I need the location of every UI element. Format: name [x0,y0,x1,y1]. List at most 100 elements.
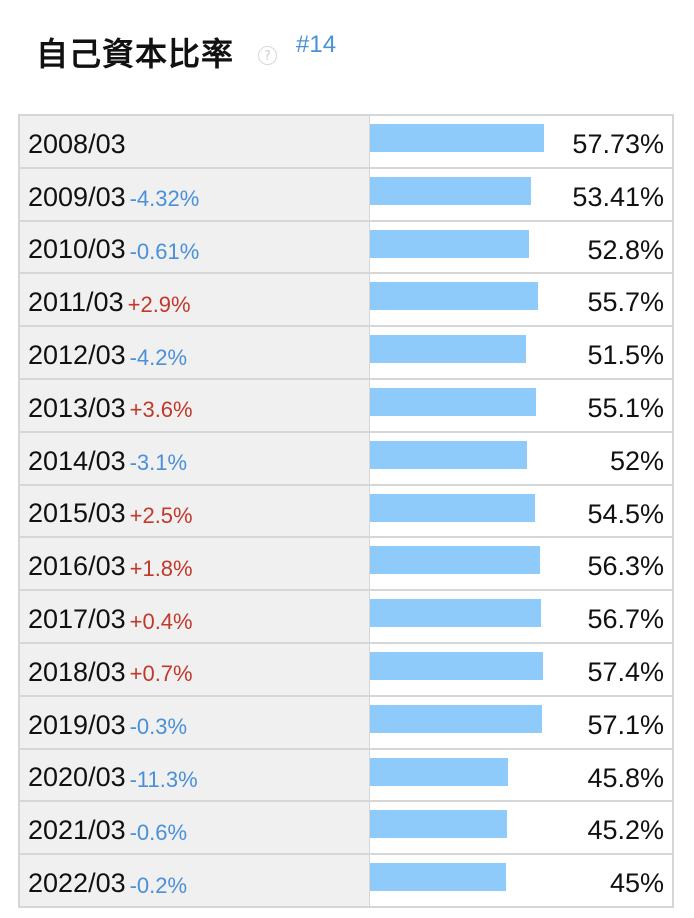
bar-cell: 45.2% [370,802,672,854]
bar-cell: 52% [370,432,672,484]
year-label: 2008/03 [28,128,126,159]
table-row: 2015/03 +2.5% 54.5% [20,485,672,539]
table-row: 2008/03 57.73% [20,116,672,169]
bar [370,282,539,311]
row-label: 2018/03 +0.7% [20,643,370,695]
row-label: 2011/03 +2.9% [20,274,370,326]
value-label: 54.5% [587,498,664,529]
bar-cell: 51.5% [370,327,672,378]
change-label: +1.8% [129,555,193,581]
page-title: 自己資本比率 [36,35,235,73]
bar-cell: 54.5% [370,485,672,537]
row-label: 2020/03 -11.3% [20,749,370,801]
value-label: 45% [609,868,664,899]
bar-cell: 56.7% [370,591,672,642]
change-label: -0.2% [129,872,188,898]
year-label: 2020/03 [28,762,126,793]
bar [370,757,509,786]
bar-cell: 57.4% [370,643,672,695]
value-label: 55.7% [587,287,664,318]
table-row: 2021/03 -0.6% 45.2% [20,802,672,856]
change-label: +2.5% [129,502,193,528]
change-label: -0.6% [129,819,188,845]
change-label: -4.32% [129,186,200,212]
row-label: 2017/03 +0.4% [20,591,370,642]
change-label: +2.9% [127,291,191,317]
table-row: 2022/03 -0.2% 45% [20,855,672,908]
bar-cell: 55.1% [370,379,672,431]
year-label: 2009/03 [28,181,126,212]
year-label: 2022/03 [28,868,126,899]
change-label: -0.61% [129,238,200,264]
bar-cell: 45.8% [370,749,672,801]
year-label: 2013/03 [28,392,126,423]
year-label: 2012/03 [28,340,126,371]
bar [370,863,506,892]
table-row: 2020/03 -11.3% 45.8% [20,749,672,803]
change-label: +0.7% [129,661,193,687]
value-label: 55.1% [587,392,664,423]
table-row: 2016/03 +1.8% 56.3% [20,538,672,592]
bar-cell: 55.7% [370,274,672,326]
table-row: 2017/03 +0.4% 56.7% [20,591,672,644]
value-label: 52.8% [587,234,664,265]
row-label: 2014/03 -3.1% [20,432,370,484]
value-label: 53.41% [572,181,664,212]
help-icon[interactable]: ? [258,46,277,65]
change-label: -4.2% [129,344,188,370]
bar-cell: 57.73% [370,116,672,167]
value-label: 57.4% [587,656,664,687]
bar-cell: 57.1% [370,696,672,748]
year-label: 2021/03 [28,815,126,846]
bar-cell: 45% [370,855,672,906]
table-row: 2012/03 -4.2% 51.5% [20,327,672,380]
bar [370,810,507,839]
table-row: 2014/03 -3.1% 52% [20,432,672,486]
year-label: 2018/03 [28,656,126,687]
value-label: 56.3% [587,551,664,582]
row-label: 2015/03 +2.5% [20,485,370,537]
change-label: -3.1% [129,450,188,476]
bar [370,229,530,258]
year-label: 2014/03 [28,445,126,476]
value-label: 45.8% [587,762,664,793]
row-label: 2009/03 -4.32% [20,168,370,220]
value-label: 52% [609,445,664,476]
row-label: 2022/03 -0.2% [20,855,370,906]
value-label: 51.5% [587,340,664,371]
table-row: 2013/03 +3.6% 55.1% [20,379,672,433]
bar [370,335,526,364]
bar [370,387,537,416]
value-label: 45.2% [587,815,664,846]
year-label: 2017/03 [28,604,126,635]
bar-cell: 53.41% [370,168,672,220]
year-label: 2015/03 [28,498,126,529]
year-label: 2016/03 [28,551,126,582]
bar [370,124,545,152]
row-label: 2010/03 -0.61% [20,221,370,273]
value-label: 57.73% [572,129,664,159]
table-row: 2018/03 +0.7% 57.4% [20,643,672,697]
row-label: 2016/03 +1.8% [20,538,370,590]
table-row: 2010/03 -0.61% 52.8% [20,221,672,275]
bar [370,440,528,469]
bar [370,599,542,628]
change-label: -11.3% [129,766,198,792]
rank-link[interactable]: #14 [296,31,337,58]
equity-ratio-chart: 2008/03 57.73% 2009/03 -4.32% 53.41% 2010/03-… [18,114,674,908]
value-label: 56.7% [587,604,664,635]
row-label: 2019/03 -0.3% [20,696,370,748]
row-label: 2013/03 +3.6% [20,379,370,431]
row-label: 2008/03 [20,116,370,167]
bar-cell: 56.3% [370,538,672,590]
change-label: -0.3% [129,714,188,740]
bar [370,546,541,575]
row-label: 2012/03 -4.2% [20,327,370,378]
change-label: +3.6% [129,397,193,423]
change-label: +0.4% [129,608,193,634]
value-label: 57.1% [587,709,664,740]
bar [370,704,543,733]
table-row: 2009/03 -4.32% 53.41% [20,168,672,222]
bar [370,493,535,522]
year-label: 2019/03 [28,709,126,740]
